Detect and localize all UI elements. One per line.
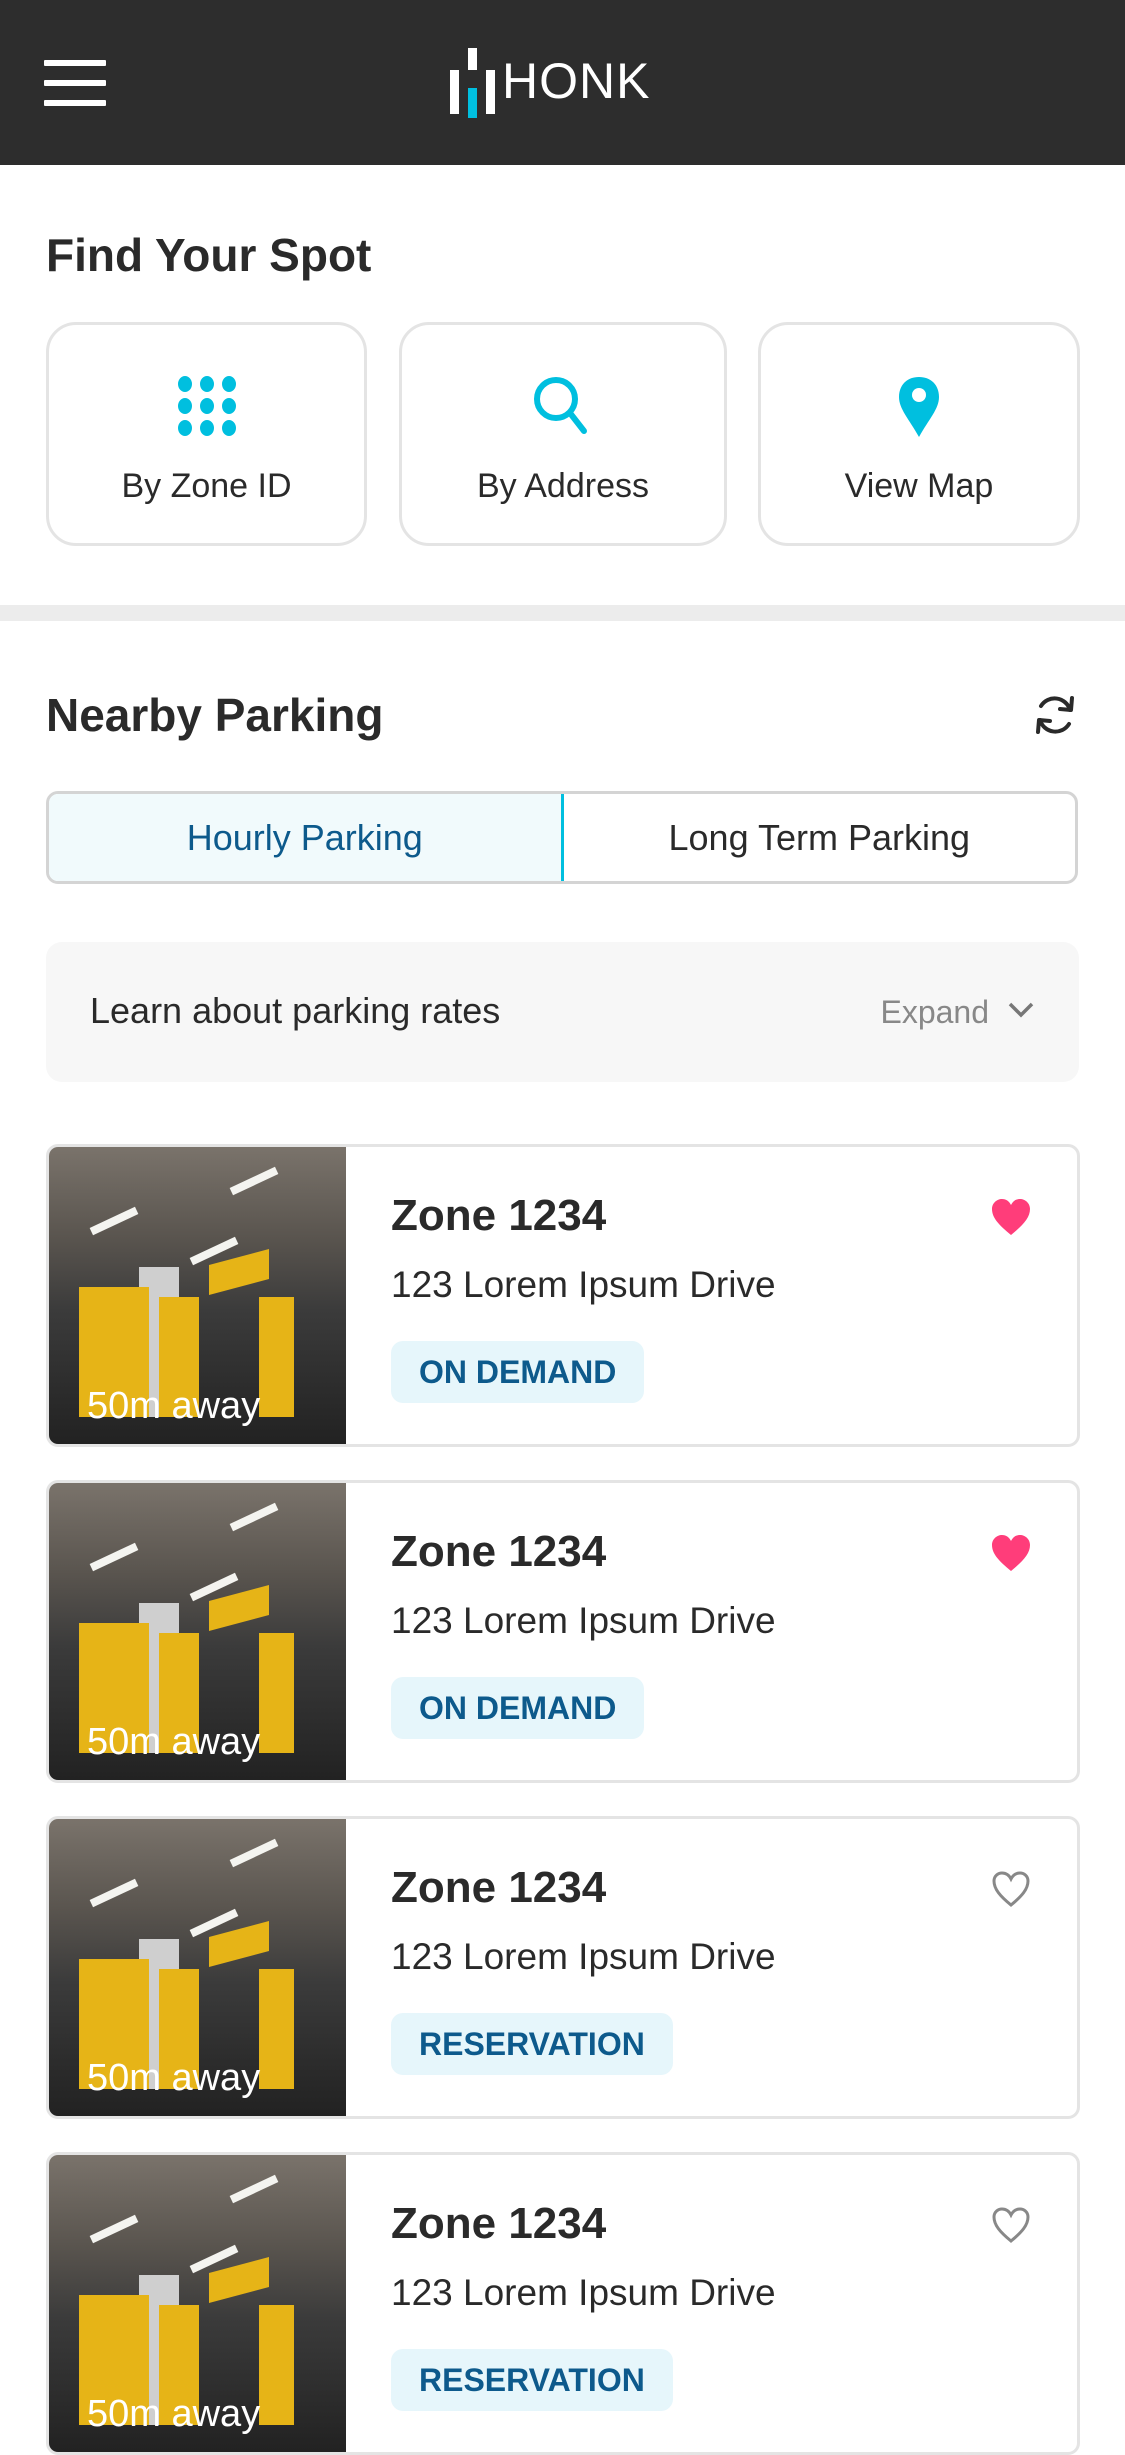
hamburger-menu-icon[interactable] <box>44 60 106 106</box>
heart-filled-icon[interactable] <box>989 1531 1033 1575</box>
by-zone-id-label: By Zone ID <box>121 467 292 505</box>
parking-photo: 50m away <box>49 1147 346 1444</box>
honk-logo: HONK <box>448 46 651 118</box>
parking-type-tabs: Hourly Parking Long Term Parking <box>46 791 1078 884</box>
tab-long-term-parking[interactable]: Long Term Parking <box>668 816 971 858</box>
by-zone-id-button[interactable]: By Zone ID <box>46 322 367 546</box>
distance-label: 50m away <box>87 1721 261 1763</box>
view-map-label: View Map <box>844 467 994 505</box>
zone-title: Zone 1234 <box>391 2199 607 2248</box>
by-address-button[interactable]: By Address <box>399 322 727 546</box>
expand-label[interactable]: Expand <box>880 994 989 1030</box>
parking-photo: 50m away <box>49 1819 346 2116</box>
parking-card[interactable]: 50m away Zone 1234 123 Lorem Ipsum Drive ON… <box>46 1480 1080 1783</box>
by-address-label: By Address <box>477 467 649 505</box>
heart-outline-icon[interactable] <box>989 2203 1033 2247</box>
zone-address: 123 Lorem Ipsum Drive <box>391 1600 776 1641</box>
keypad-dots-icon <box>176 375 238 437</box>
section-divider <box>0 605 1125 621</box>
parking-card[interactable]: 50m away Zone 1234 123 Lorem Ipsum Drive RE… <box>46 2152 1080 2455</box>
nearby-parking-title: Nearby Parking <box>46 689 384 741</box>
zone-title: Zone 1234 <box>391 1527 607 1576</box>
refresh-icon[interactable] <box>1030 690 1080 740</box>
parking-rates-label: Learn about parking rates <box>90 990 501 1031</box>
heart-outline-icon[interactable] <box>989 1867 1033 1911</box>
find-your-spot-title: Find Your Spot <box>46 229 372 281</box>
heart-filled-icon[interactable] <box>989 1195 1033 1239</box>
distance-label: 50m away <box>87 2393 261 2435</box>
zone-address: 123 Lorem Ipsum Drive <box>391 2272 776 2313</box>
app-header: HONK <box>0 0 1125 165</box>
map-pin-icon <box>896 375 942 437</box>
logo-text: HONK <box>502 53 651 109</box>
tab-hourly-parking[interactable]: Hourly Parking <box>49 794 564 881</box>
zone-title: Zone 1234 <box>391 1191 607 1240</box>
view-map-button[interactable]: View Map <box>758 322 1080 546</box>
distance-label: 50m away <box>87 1385 261 1427</box>
parking-type-badge: RESERVATION <box>391 2349 673 2411</box>
parking-type-badge: ON DEMAND <box>391 1677 645 1739</box>
zone-address: 123 Lorem Ipsum Drive <box>391 1264 776 1305</box>
parking-rates-accordion[interactable]: Learn about parking rates Expand <box>46 942 1079 1082</box>
honk-logo-mark <box>448 48 496 118</box>
parking-photo: 50m away <box>49 1483 346 1780</box>
parking-card[interactable]: 50m away Zone 1234 123 Lorem Ipsum Drive ON… <box>46 1144 1080 1447</box>
parking-type-badge: RESERVATION <box>391 2013 673 2075</box>
distance-label: 50m away <box>87 2057 261 2099</box>
zone-address: 123 Lorem Ipsum Drive <box>391 1936 776 1977</box>
parking-card[interactable]: 50m away Zone 1234 123 Lorem Ipsum Drive RE… <box>46 1816 1080 2119</box>
chevron-down-icon <box>1007 1000 1035 1025</box>
search-icon <box>532 375 594 437</box>
parking-photo: 50m away <box>49 2155 346 2452</box>
zone-title: Zone 1234 <box>391 1863 607 1912</box>
parking-type-badge: ON DEMAND <box>391 1341 645 1403</box>
